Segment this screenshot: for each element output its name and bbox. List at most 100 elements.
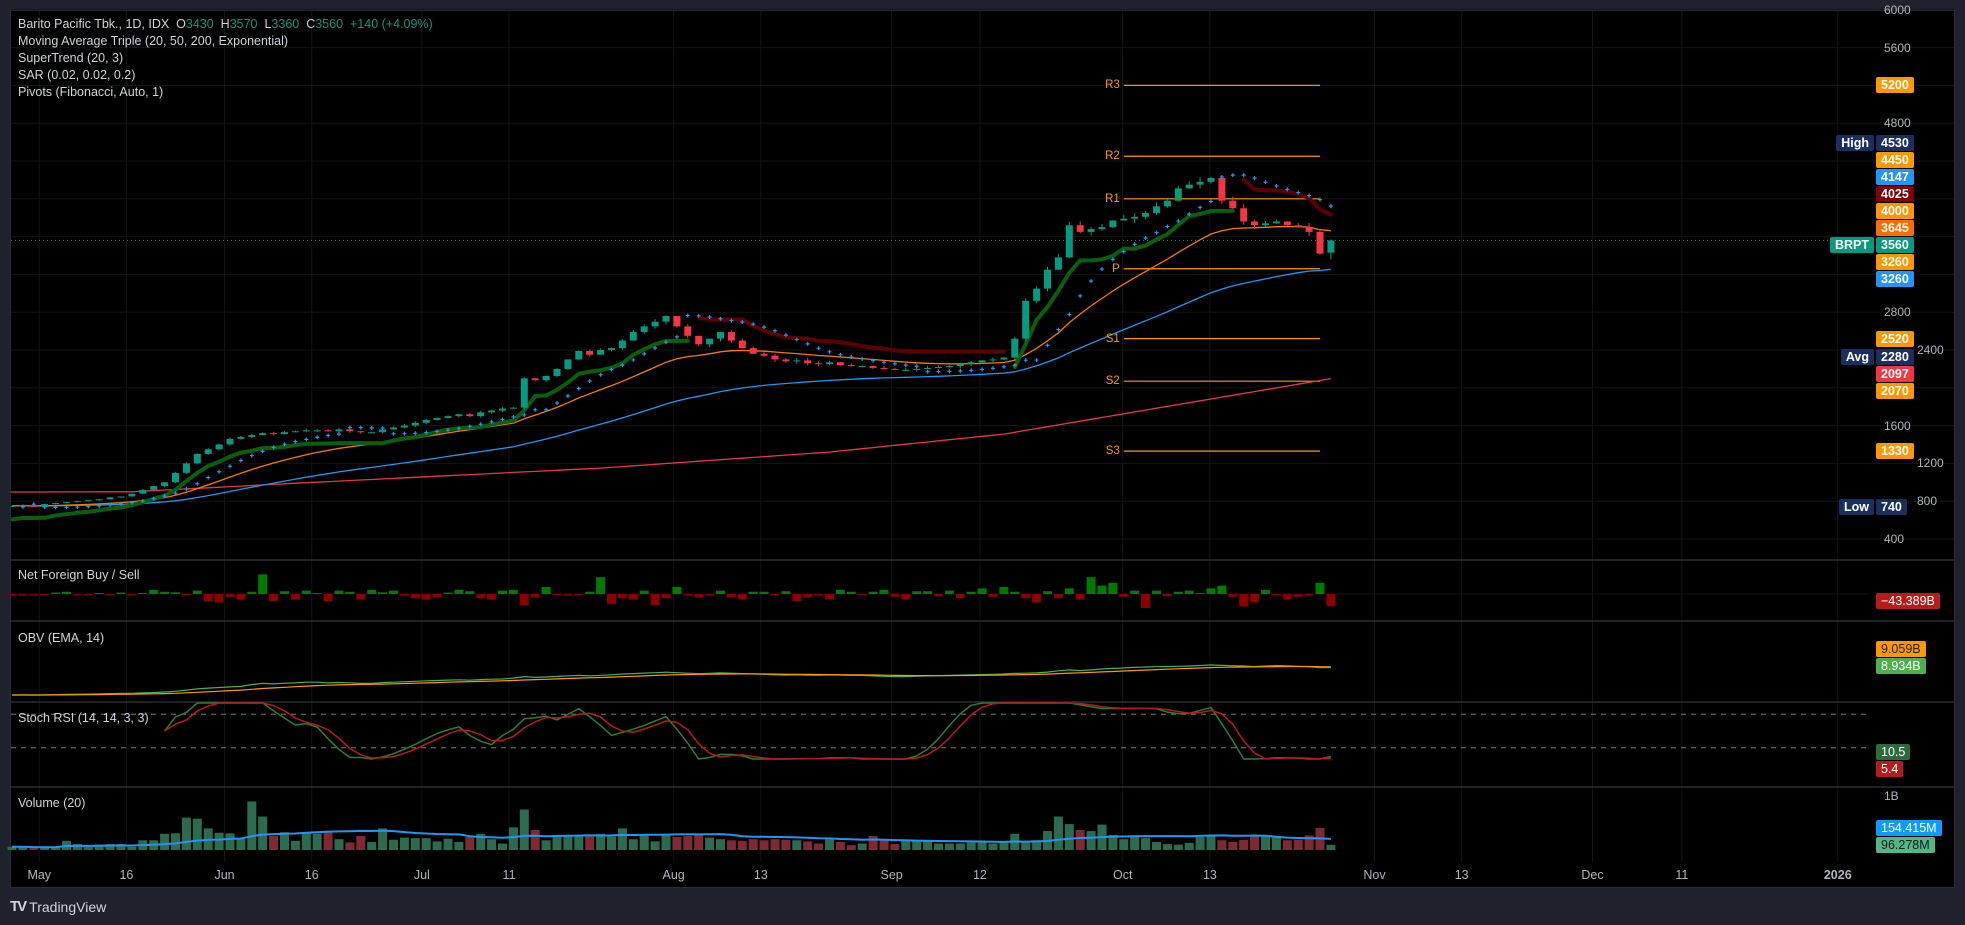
stoch-rsi-title[interactable]: Stoch RSI (14, 14, 3, 3) xyxy=(18,711,149,725)
candle xyxy=(891,367,899,371)
volume-bar xyxy=(1195,837,1205,850)
sar-dot xyxy=(337,432,341,437)
candle xyxy=(1207,177,1215,184)
obv-title[interactable]: OBV (EMA, 14) xyxy=(18,631,105,645)
indicator-sar[interactable]: SAR (0.02, 0.02, 0.2) xyxy=(18,68,136,82)
candle-body xyxy=(1131,216,1139,219)
candle-body xyxy=(760,353,768,356)
net-foreign-bar xyxy=(225,594,235,597)
supertrend-up-segment xyxy=(173,479,189,492)
price-label: 4000 xyxy=(1876,202,1914,219)
candle-body xyxy=(1054,257,1062,270)
volume-title[interactable]: Volume (20) xyxy=(18,796,86,810)
volume-bar xyxy=(1282,840,1292,850)
sar-dot xyxy=(947,369,952,374)
supertrend-up-segment xyxy=(1034,304,1050,323)
tradingview-branding[interactable]: TV TradingView xyxy=(10,898,106,915)
volume-bar xyxy=(508,827,518,850)
candle-body xyxy=(237,436,245,439)
supertrend-up-segment xyxy=(195,463,211,475)
sar-dot xyxy=(1089,278,1094,283)
candle-body xyxy=(847,365,855,367)
sar-dot xyxy=(1209,199,1213,204)
stoch-rsi-pane[interactable] xyxy=(11,702,1870,760)
volume-bar xyxy=(323,831,333,850)
indicator-ma-triple[interactable]: Moving Average Triple (20, 50, 200, Expo… xyxy=(18,34,289,48)
net-foreign-bar xyxy=(345,591,355,594)
volume-bar xyxy=(1162,844,1172,850)
volume-bar xyxy=(650,841,660,850)
volume-bar xyxy=(835,841,845,850)
net-foreign-bar xyxy=(552,594,562,596)
candle-body xyxy=(1033,288,1041,301)
volume-bar xyxy=(105,844,115,850)
volume-bar xyxy=(1206,835,1216,850)
volume-bar xyxy=(1053,816,1063,850)
net-foreign-bar xyxy=(18,594,28,596)
candle xyxy=(139,489,147,495)
volume-bar xyxy=(1271,837,1281,850)
net-foreign-bar xyxy=(356,594,366,600)
candle xyxy=(1000,357,1008,360)
candle-body xyxy=(804,360,812,364)
candle xyxy=(793,358,801,364)
net-foreign-bar xyxy=(454,589,464,594)
obv-pane[interactable] xyxy=(11,664,1331,696)
sar-dot xyxy=(991,366,995,371)
net-foreign-bar xyxy=(748,591,758,594)
volume-pane[interactable] xyxy=(7,801,1336,850)
sar-dot xyxy=(1307,193,1312,198)
net-foreign-bar xyxy=(726,594,736,598)
candle xyxy=(629,329,637,341)
sar-dot xyxy=(1154,230,1159,235)
candle xyxy=(357,430,365,434)
candle-body xyxy=(193,453,201,464)
volume-bar xyxy=(868,835,878,850)
symbol-name: Barito Pacific Tbk., 1D, IDX xyxy=(18,17,170,31)
volume-bar xyxy=(988,843,998,850)
net-foreign-bar xyxy=(410,594,420,599)
candle xyxy=(771,354,779,363)
volume-bar xyxy=(726,840,736,850)
net-foreign-pane[interactable] xyxy=(7,574,1871,608)
sar-dot xyxy=(97,503,102,508)
price-axis-tick: 1600 xyxy=(1884,418,1911,433)
volume-bar xyxy=(607,836,616,850)
volume-bar xyxy=(1239,839,1249,850)
price-label: 2070 xyxy=(1876,382,1914,399)
candle xyxy=(1087,226,1095,236)
net-foreign-bar xyxy=(574,594,584,596)
candle-body xyxy=(891,368,899,370)
price-label: 4025 xyxy=(1876,185,1914,202)
candle-body xyxy=(629,332,637,341)
price-label: 4450 xyxy=(1876,151,1914,168)
volume-bar xyxy=(280,832,289,850)
indicator-supertrend[interactable]: SuperTrend (20, 3) xyxy=(18,51,124,65)
candle xyxy=(150,486,158,491)
candle xyxy=(106,496,114,500)
candle-body xyxy=(422,419,430,423)
volume-bar xyxy=(334,839,344,850)
sar-dot xyxy=(1165,224,1170,229)
price-axis-tick: 4800 xyxy=(1884,116,1911,131)
indicator-pivots[interactable]: Pivots (Fibonacci, Auto, 1) xyxy=(18,85,164,99)
net-foreign-bar xyxy=(944,590,954,594)
net-foreign-bar xyxy=(1086,577,1096,594)
net-foreign-bar xyxy=(1010,591,1020,594)
sar-dot xyxy=(1012,363,1017,368)
net-foreign-title[interactable]: Net Foreign Buy / Sell xyxy=(18,568,140,582)
candle xyxy=(1196,177,1204,189)
net-foreign-bar xyxy=(1184,590,1194,594)
candle-body xyxy=(204,449,212,454)
symbol-legend: Barito Pacific Tbk., 1D, IDX O3430 H3570… xyxy=(18,16,433,33)
candle xyxy=(1044,266,1051,292)
sar-dot xyxy=(1296,190,1301,195)
volume-bar xyxy=(1217,840,1227,850)
candle-body xyxy=(117,496,125,498)
candle xyxy=(411,421,419,428)
sar-dot xyxy=(1110,257,1115,262)
price-pane[interactable] xyxy=(9,84,1871,522)
price-label: 2520 xyxy=(1876,330,1914,347)
candle xyxy=(11,505,16,507)
